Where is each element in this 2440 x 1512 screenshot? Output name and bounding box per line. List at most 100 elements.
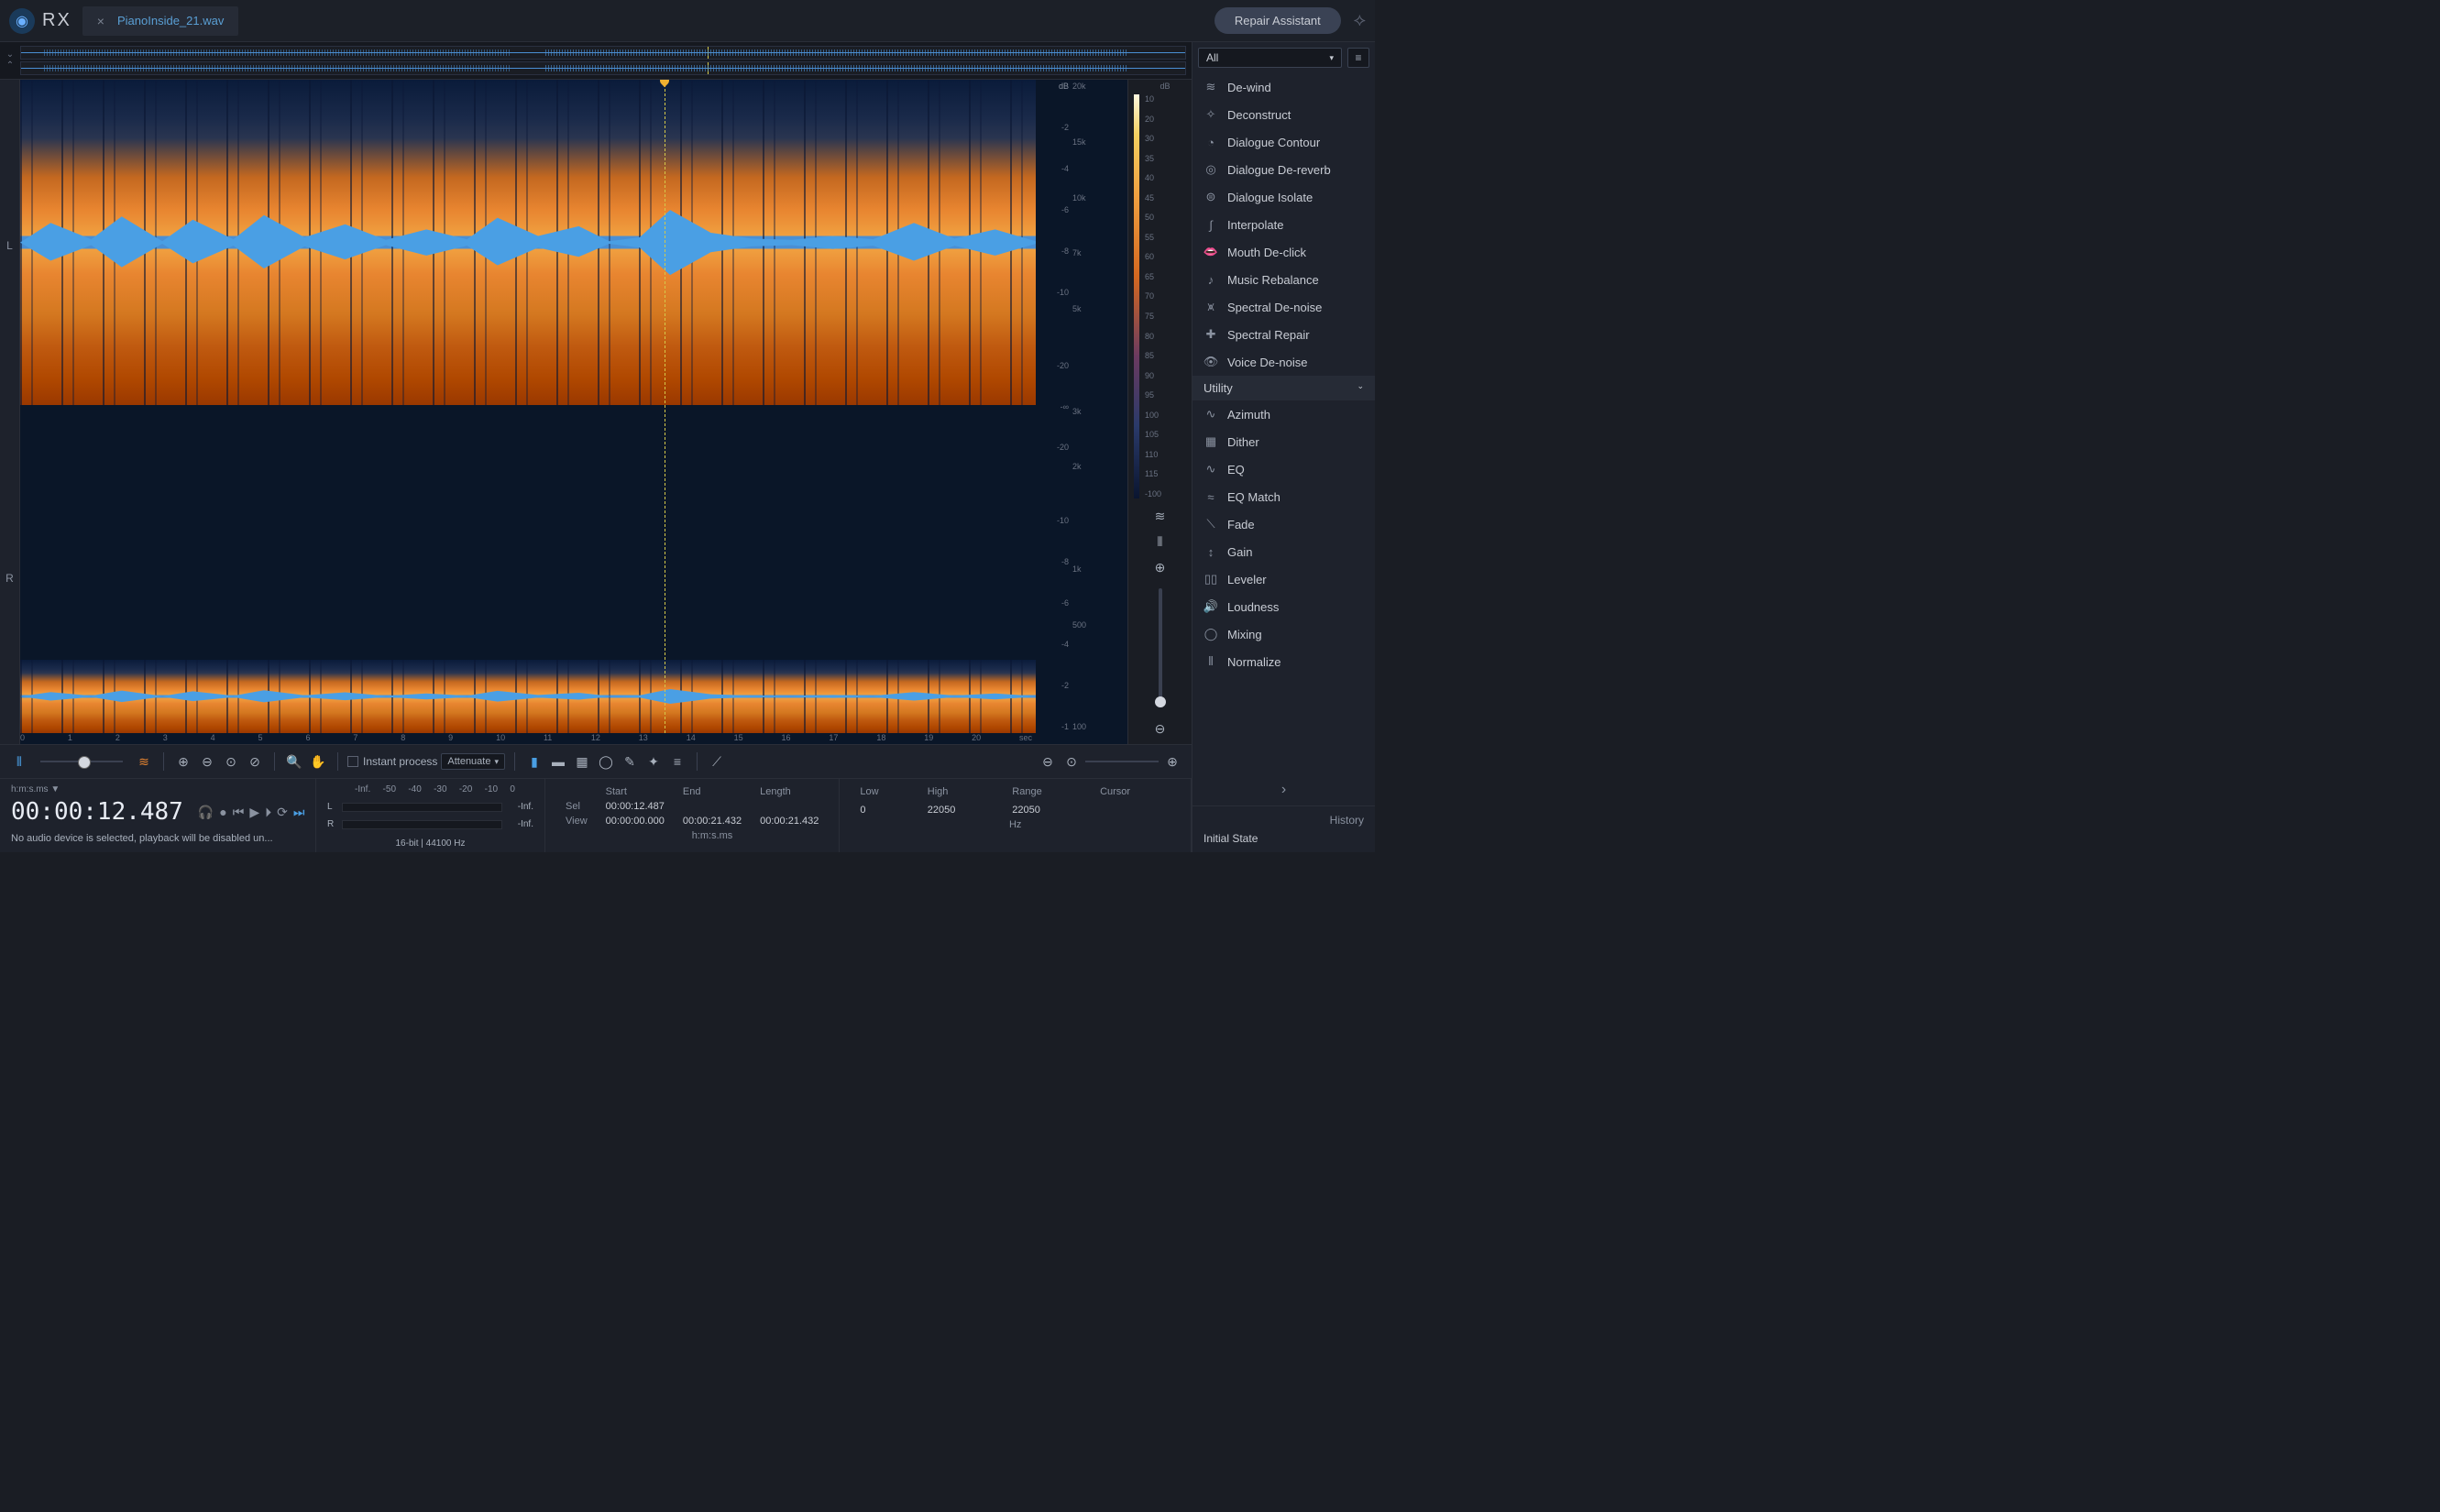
zoom-out-icon[interactable]: ⊖ (1150, 718, 1171, 739)
history-title: History (1204, 814, 1364, 827)
module-icon: ⫴ (1204, 654, 1218, 669)
hzoom-in-icon[interactable]: ⊕ (1162, 751, 1182, 772)
module-label: Dialogue Contour (1227, 136, 1320, 149)
zoom-tool-icon[interactable]: 🔍 (284, 751, 304, 772)
find-similar-icon[interactable]: ⟋ (707, 751, 727, 772)
module-item-spectral-repair[interactable]: ✚Spectral Repair (1193, 321, 1375, 348)
view-mode-waveform-icon[interactable]: ≋ (1150, 506, 1171, 526)
zoom-out-icon[interactable]: ⊖ (197, 751, 217, 772)
wand-icon[interactable]: ⟡ (1354, 10, 1366, 31)
module-item-mixing[interactable]: ◯Mixing (1193, 620, 1375, 648)
module-item-normalize[interactable]: ⫴Normalize (1193, 648, 1375, 675)
brush-selection-icon[interactable]: ✎ (620, 751, 640, 772)
freq-selection-icon[interactable]: ▬ (548, 751, 568, 772)
hzoom-slider[interactable] (1085, 761, 1159, 762)
loop-icon[interactable]: ⟳ (277, 805, 288, 820)
repair-assistant-button[interactable]: Repair Assistant (1215, 7, 1341, 34)
topbar: ◉ RX × PianoInside_21.wav Repair Assista… (0, 0, 1375, 42)
wand-selection-icon[interactable]: ✦ (643, 751, 664, 772)
overview: ⌄⌃ (0, 42, 1192, 80)
module-item-leveler[interactable]: ▯▯Leveler (1193, 565, 1375, 593)
waveform-view-icon[interactable]: ⫴ (9, 751, 29, 772)
module-icon: ▦ (1204, 434, 1218, 449)
zoom-selection-icon[interactable]: ⊘ (245, 751, 265, 772)
overview-waveform[interactable] (20, 42, 1192, 79)
logo-icon: ◉ (9, 8, 35, 34)
expand-icon[interactable]: › (1193, 774, 1375, 805)
close-icon[interactable]: × (97, 14, 104, 28)
module-label: Mixing (1227, 628, 1262, 641)
module-item-eq[interactable]: ∿EQ (1193, 455, 1375, 483)
hzoom-out-icon[interactable]: ⊖ (1038, 751, 1058, 772)
module-item-interpolate[interactable]: ∫Interpolate (1193, 211, 1375, 238)
module-item-gain[interactable]: ↕Gain (1193, 538, 1375, 565)
module-item-dialogue-isolate[interactable]: ⊜Dialogue Isolate (1193, 183, 1375, 211)
module-item-deconstruct[interactable]: ✧Deconstruct (1193, 101, 1375, 128)
skip-icon[interactable]: ⏭ (293, 805, 305, 820)
lasso-selection-icon[interactable]: ◯ (596, 751, 616, 772)
module-menu-icon[interactable]: ≡ (1347, 48, 1369, 68)
module-item-dialogue-contour[interactable]: ◔ Dialogue Contour (1193, 128, 1375, 156)
module-icon: ∿ (1204, 407, 1218, 422)
instant-process-checkbox[interactable]: Instant process (347, 755, 437, 768)
brand-text: RX (42, 10, 71, 31)
module-panel: All▾ ≡ ≋De-wind✧Deconstruct ◔ Dialogue Con… (1192, 42, 1375, 852)
module-label: Interpolate (1227, 218, 1283, 232)
module-section-utility[interactable]: Utility⌄ (1193, 376, 1375, 400)
zoom-in-icon[interactable]: ⊕ (1150, 557, 1171, 577)
module-item-voice-de-noise[interactable]: 👁Voice De-noise (1193, 348, 1375, 376)
zoom-fit-icon[interactable]: ⊙ (221, 751, 241, 772)
module-item-music-rebalance[interactable]: ♪Music Rebalance (1193, 266, 1375, 293)
color-gradient-bar (1134, 94, 1139, 499)
spectrogram-canvas[interactable]: dB -2-4 -6-8 -10 -20-∞ -20 -10-8 -6-4 -2… (20, 80, 1127, 744)
module-label: EQ Match (1227, 490, 1280, 504)
module-filter-select[interactable]: All▾ (1198, 48, 1342, 68)
module-item-loudness[interactable]: 🔊 Loudness (1193, 593, 1375, 620)
overview-toggle[interactable]: ⌄⌃ (0, 42, 20, 79)
module-item-dither[interactable]: ▦Dither (1193, 428, 1375, 455)
module-icon: ⩙ (1204, 300, 1218, 314)
play-icon[interactable]: ▶ (249, 805, 259, 820)
module-item-mouth-de-click[interactable]: 👄Mouth De-click (1193, 238, 1375, 266)
time-ruler[interactable]: 01 23 45 67 89 1011 1213 1415 1617 1819 … (20, 731, 1036, 744)
view-mode-spectrogram-icon[interactable]: ⫴ (1150, 531, 1171, 552)
module-item-spectral-de-noise[interactable]: ⩙Spectral De-noise (1193, 293, 1375, 321)
module-item-eq-match[interactable]: ≈EQ Match (1193, 483, 1375, 510)
mix-slider[interactable] (40, 761, 123, 762)
time-format-label[interactable]: h:m:s.ms ▼ (11, 784, 304, 794)
module-icon: ◔ (1204, 135, 1218, 149)
module-icon: ⟍ (1204, 517, 1218, 531)
level-meters: -Inf.-50 -40-30 -20-10 0 L -Inf. R -Inf. (316, 779, 545, 852)
play-selection-icon[interactable]: ⏵ (265, 805, 271, 820)
module-icon: 🔊 (1204, 599, 1218, 614)
zoom-in-icon[interactable]: ⊕ (173, 751, 193, 772)
module-icon: ≋ (1204, 80, 1218, 94)
module-item-azimuth[interactable]: ∿Azimuth (1193, 400, 1375, 428)
history-item[interactable]: Initial State (1204, 832, 1364, 845)
prev-icon[interactable]: ⏮ (233, 805, 245, 820)
module-item-dialogue-de-reverb[interactable]: ◎Dialogue De-reverb (1193, 156, 1375, 183)
process-mode-select[interactable]: Attenuate▾ (441, 753, 505, 770)
spectrogram-area: L R dB -2-4 -6-8 -10 -20-∞ -20 - (0, 80, 1192, 744)
brightness-slider[interactable] (1159, 588, 1162, 707)
harmonics-selection-icon[interactable]: ≡ (667, 751, 687, 772)
module-item-de-wind[interactable]: ≋De-wind (1193, 73, 1375, 101)
file-tab[interactable]: × PianoInside_21.wav (82, 6, 239, 36)
hand-tool-icon[interactable]: ✋ (308, 751, 328, 772)
tab-filename: PianoInside_21.wav (117, 14, 224, 27)
module-label: Spectral Repair (1227, 328, 1310, 342)
app-logo: ◉ RX (9, 8, 71, 34)
time-selection-icon[interactable]: ▮ (524, 751, 544, 772)
record-icon[interactable]: ● (219, 805, 226, 819)
module-label: EQ (1227, 463, 1245, 477)
audio-format: 16-bit | 44100 Hz (327, 835, 533, 849)
module-icon: ▯▯ (1204, 572, 1218, 586)
hzoom-fit-icon[interactable]: ⊙ (1061, 751, 1082, 772)
module-label: Dialogue Isolate (1227, 191, 1313, 204)
box-selection-icon[interactable]: ▦ (572, 751, 592, 772)
spectrogram-view-icon[interactable]: ≋ (134, 751, 154, 772)
headphones-icon[interactable]: 🎧 (198, 805, 214, 820)
status-bar: h:m:s.ms ▼ 00:00:12.487 🎧 ● ⏮ ▶ ⏵ ⟳ ⏭ (0, 779, 1192, 852)
module-label: Loudness (1227, 600, 1279, 614)
module-item-fade[interactable]: ⟍Fade (1193, 510, 1375, 538)
